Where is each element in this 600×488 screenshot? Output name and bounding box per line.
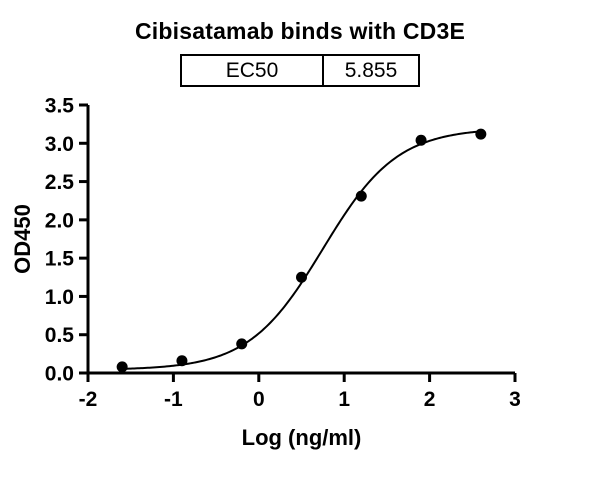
y-tick-label: 2.0 xyxy=(45,209,74,232)
y-tick-label: 1.0 xyxy=(45,286,74,309)
y-tick-label: 3.5 xyxy=(45,95,75,118)
x-tick-label: -2 xyxy=(79,388,98,411)
y-tick-label: 0.0 xyxy=(45,363,74,386)
ec50-label: EC50 xyxy=(182,56,324,85)
data-point xyxy=(355,190,367,202)
x-axis-label: Log (ng/ml) xyxy=(242,425,362,450)
y-tick-label: 3.0 xyxy=(45,133,74,156)
x-tick-label: 1 xyxy=(338,388,350,411)
x-tick-label: 3 xyxy=(509,388,521,411)
data-point xyxy=(475,128,487,140)
x-tick-label: -1 xyxy=(164,388,183,411)
y-tick-label: 2.5 xyxy=(45,171,75,194)
ec50-value: 5.855 xyxy=(344,58,398,82)
x-tick-label: 2 xyxy=(424,388,436,411)
chart-title: Cibisatamab binds with CD3E xyxy=(134,18,465,44)
data-point xyxy=(415,134,427,146)
data-point xyxy=(296,271,307,283)
data-point xyxy=(176,355,188,367)
fit-curve xyxy=(120,130,483,370)
x-tick-label: 0 xyxy=(253,388,265,411)
y-tick-label: 1.5 xyxy=(45,248,75,271)
data-point xyxy=(236,338,248,350)
data-point xyxy=(116,361,128,373)
dose-response-plot: -2 -1 0 1 2 3 0.0 0.5 1.0 1.5 2.0 2.5 3.0 3.5 Log (ng/… xyxy=(10,95,521,451)
y-axis-label: OD450 xyxy=(10,204,35,274)
y-tick-label: 0.5 xyxy=(45,324,75,347)
ec50-table: EC50 5.855 xyxy=(180,54,420,87)
